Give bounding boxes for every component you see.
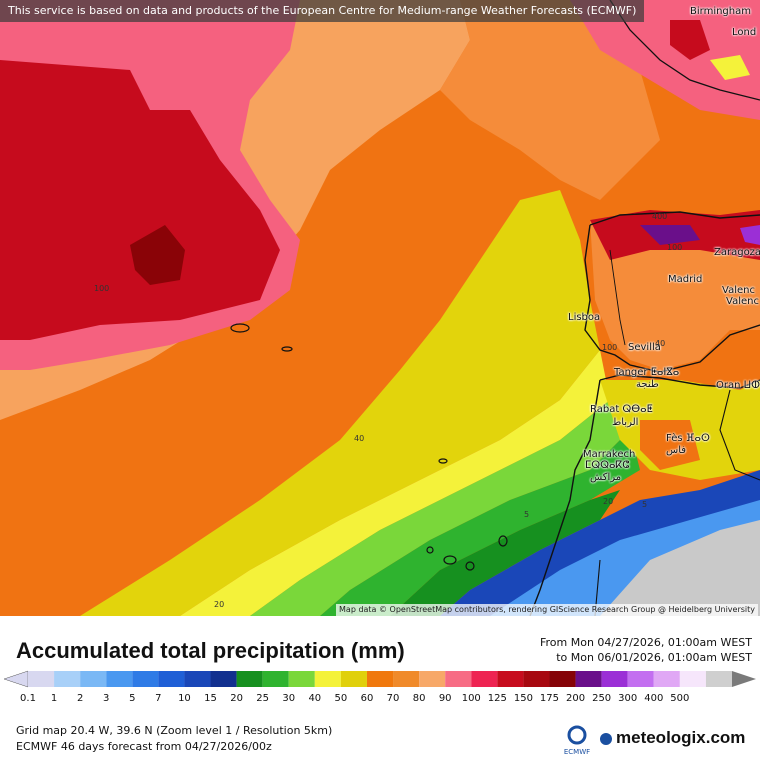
- legend-swatch: [132, 671, 159, 687]
- isoline-label: 40: [655, 339, 666, 348]
- legend-swatch: [236, 671, 263, 687]
- precipitation-field: [0, 0, 760, 616]
- legend-swatch: [393, 671, 420, 687]
- legend-tick-label: 150: [514, 693, 533, 704]
- legend-swatch: [366, 671, 394, 687]
- legend-tick-label: 100: [462, 693, 481, 704]
- city-label: Oran ⵡⵀⵔⴰⵏ: [716, 380, 760, 391]
- city-label: الرباط: [612, 417, 639, 428]
- city-label: Valenc: [722, 285, 755, 296]
- brand-link[interactable]: meteologix.com: [600, 728, 745, 748]
- isoline-label: 100: [602, 343, 618, 352]
- grid-info: Grid map 20.4 W, 39.6 N (Zoom level 1 / …: [16, 724, 333, 737]
- legend-tick-label: 250: [592, 693, 611, 704]
- isoline-label: 100: [94, 284, 110, 293]
- city-label: Lisboa: [568, 312, 601, 323]
- legend-swatch: [106, 671, 133, 687]
- city-label: Tanger ⵟⴰⵏⴵⴰ: [614, 367, 680, 378]
- legend-swatch: [627, 671, 654, 687]
- isoline-label: 100: [667, 243, 683, 252]
- legend-tick-label: 15: [204, 693, 217, 704]
- legend-swatch: [679, 671, 706, 687]
- legend-arrow-high: [732, 671, 756, 687]
- legend-swatch: [262, 671, 289, 687]
- legend-tick-label: 1: [51, 693, 57, 704]
- legend-tick-label: 70: [387, 693, 400, 704]
- legend-swatch: [28, 671, 55, 687]
- legend-bar: 0.1 1 2 3 5 7 10 15 20 25 30 40 50 60 70 80 90 100 125 150 1…: [3, 670, 756, 704]
- legend-tick-label: 500: [670, 693, 689, 704]
- legend-swatch: [419, 671, 446, 687]
- legend-swatch: [549, 671, 576, 687]
- city-label: فاس: [666, 445, 687, 456]
- isoline-label: 20: [214, 600, 225, 609]
- ecmwf-logo-text: ECMWF: [564, 748, 590, 756]
- legend-tick-label: 25: [256, 693, 269, 704]
- legend-tick-label: 80: [413, 693, 426, 704]
- forecast-info: ECMWF 46 days forecast from 04/27/2026/0…: [16, 740, 272, 753]
- legend-tick-label: 125: [488, 693, 507, 704]
- city-label: Lond: [732, 27, 757, 38]
- legend-swatch: [445, 671, 472, 687]
- isoline-label: 20: [603, 497, 614, 506]
- city-label: Fès ⴼⴰⵙ: [666, 433, 710, 444]
- legend-tick-label: 20: [230, 693, 243, 704]
- legend-tick-label: 300: [618, 693, 637, 704]
- isoline-label: 5: [642, 500, 648, 509]
- period-to: to Mon 06/01/2026, 01:00am WEST: [556, 651, 752, 664]
- legend-tick-label: 2: [77, 693, 83, 704]
- legend-tick-label: 60: [361, 693, 374, 704]
- legend-swatch: [575, 671, 602, 687]
- legend-swatch: [314, 671, 341, 687]
- map-attribution: Map data © OpenStreetMap contributors, r…: [336, 604, 758, 616]
- legend-swatch: [54, 671, 81, 687]
- legend-tick-label: 90: [439, 693, 452, 704]
- city-label: Birmingham: [690, 6, 751, 17]
- legend-swatch: [184, 671, 211, 687]
- legend-tick-label: 400: [644, 693, 663, 704]
- legend-swatch: [497, 671, 524, 687]
- city-label: Marrakech: [583, 449, 636, 460]
- legend-tick-label: 0.1: [20, 693, 36, 704]
- period-from: From Mon 04/27/2026, 01:00am WEST: [539, 636, 752, 649]
- legend-swatch: [471, 671, 498, 687]
- legend-swatch: [288, 671, 315, 687]
- city-label: Sevilla: [628, 342, 661, 353]
- legend-arrow-low: [3, 670, 29, 688]
- city-label: ⵎⵕⵕⴰⴽⵛ: [585, 460, 630, 471]
- brand-label: meteologix.com: [616, 728, 746, 747]
- legend-tick-label: 40: [308, 693, 321, 704]
- legend-swatch: [705, 671, 732, 687]
- legend-swatch: [210, 671, 237, 687]
- legend-tick-label: 50: [335, 693, 348, 704]
- city-label: Madrid: [668, 274, 703, 285]
- color-legend: 0.1 1 2 3 5 7 10 15 20 25 30 40 50 60 70 80 90 100 125 150 1…: [0, 669, 760, 709]
- legend-swatch: [601, 671, 628, 687]
- legend-tick-label: 175: [540, 693, 559, 704]
- legend-swatch: [523, 671, 550, 687]
- legend-swatch: [653, 671, 680, 687]
- city-label: Rabat ⵕⴱⴰⵟ: [590, 404, 653, 415]
- city-label: Zaragoza: [714, 247, 760, 258]
- legend-swatch: [80, 671, 107, 687]
- precipitation-map[interactable]: This service is based on data and produc…: [0, 0, 760, 616]
- legend-tick-label: 5: [129, 693, 135, 704]
- legend-swatch: [340, 671, 367, 687]
- isoline-label: 40: [354, 434, 365, 443]
- legend-tick-label: 7: [155, 693, 161, 704]
- legend-tick-label: 10: [178, 693, 191, 704]
- legend-tick-label: 3: [103, 693, 109, 704]
- isoline-label: 5: [524, 510, 530, 519]
- ecmwf-logo: ECMWF: [560, 723, 594, 757]
- legend-tick-label: 30: [282, 693, 295, 704]
- city-label: طنجة: [636, 379, 659, 390]
- city-label: مراكش: [590, 472, 622, 483]
- chart-title: Accumulated total precipitation (mm): [16, 638, 405, 663]
- meteologix-logo-icon: [600, 732, 612, 745]
- isoline-label: 400: [652, 212, 668, 221]
- legend-tick-label: 200: [566, 693, 585, 704]
- city-label: Valenc: [726, 296, 759, 307]
- legend-swatch: [158, 671, 185, 687]
- ecmwf-notice: This service is based on data and produc…: [0, 0, 645, 22]
